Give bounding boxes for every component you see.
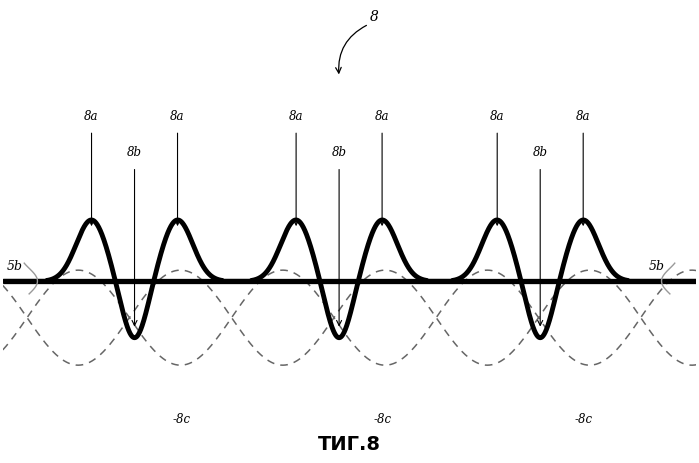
Text: 8: 8	[369, 10, 378, 24]
Text: 5b: 5b	[6, 260, 22, 273]
Text: 8b: 8b	[127, 146, 142, 159]
Text: 8a: 8a	[85, 110, 99, 123]
Text: 8b: 8b	[533, 146, 548, 159]
Text: 8b: 8b	[331, 146, 347, 159]
Text: 8a: 8a	[490, 110, 505, 123]
Text: 8a: 8a	[289, 110, 303, 123]
Text: 8a: 8a	[576, 110, 591, 123]
Text: 8a: 8a	[375, 110, 389, 123]
Text: 5b: 5b	[649, 260, 665, 273]
Text: ΤИГ.8: ΤИГ.8	[318, 434, 381, 453]
Text: -8c: -8c	[173, 412, 191, 425]
Text: -8c: -8c	[575, 412, 593, 425]
Text: 8a: 8a	[171, 110, 185, 123]
Text: -8c: -8c	[374, 412, 392, 425]
